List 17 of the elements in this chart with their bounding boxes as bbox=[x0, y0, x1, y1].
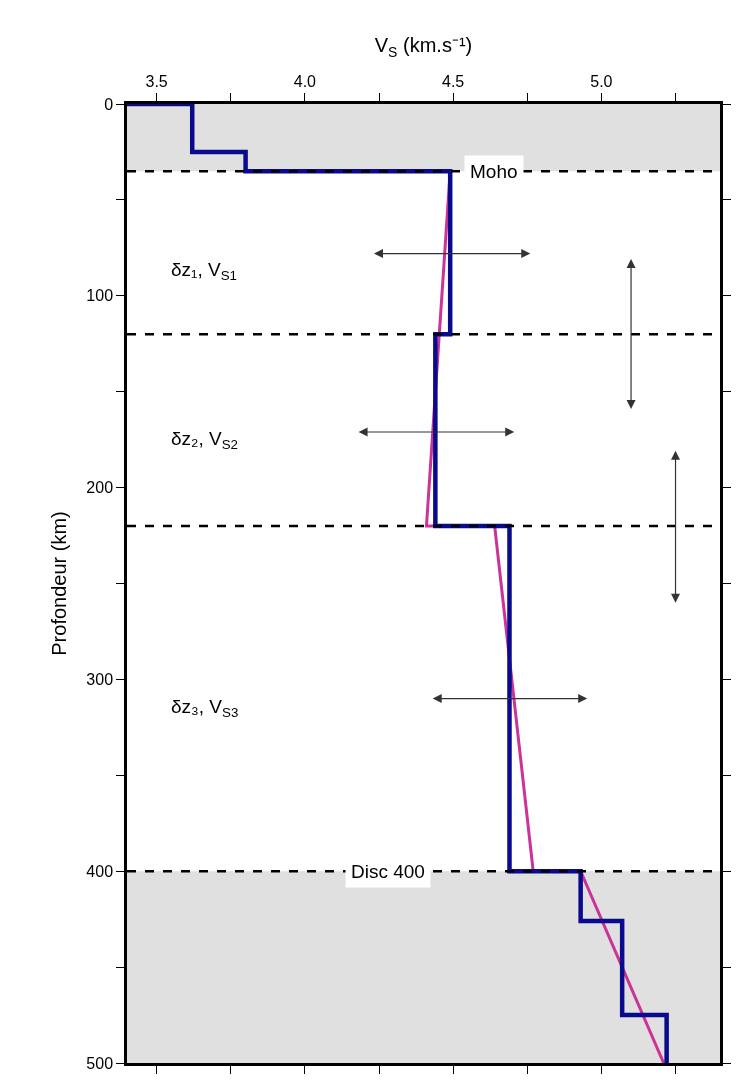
annotation: δz₁, V$_{S1}$ bbox=[171, 259, 237, 283]
annotation: δz₃, V$_{S3}$ bbox=[171, 696, 239, 720]
y-tick-label: 200 bbox=[86, 479, 114, 497]
y-axis-title: Profondeur (km) bbox=[47, 511, 70, 656]
ref-line-label: Moho bbox=[470, 161, 518, 182]
ref-line-label: Disc 400 bbox=[351, 861, 425, 882]
x-tick-label: 5.0 bbox=[590, 72, 613, 90]
x-axis-title: V$_{S}$ (km.s⁻¹) bbox=[374, 34, 473, 60]
y-tick-label: 100 bbox=[86, 287, 114, 305]
x-tick-label: 4.0 bbox=[293, 72, 317, 90]
y-tick-label: 500 bbox=[86, 1054, 114, 1072]
x-tick-label: 3.5 bbox=[145, 72, 168, 90]
x-tick-label: 4.5 bbox=[442, 72, 465, 90]
y-tick-label: 0 bbox=[104, 95, 114, 113]
annotation: δz₂, V$_{S2}$ bbox=[171, 428, 238, 452]
y-tick-label: 300 bbox=[86, 671, 114, 688]
y-tick-label: 400 bbox=[86, 862, 114, 880]
